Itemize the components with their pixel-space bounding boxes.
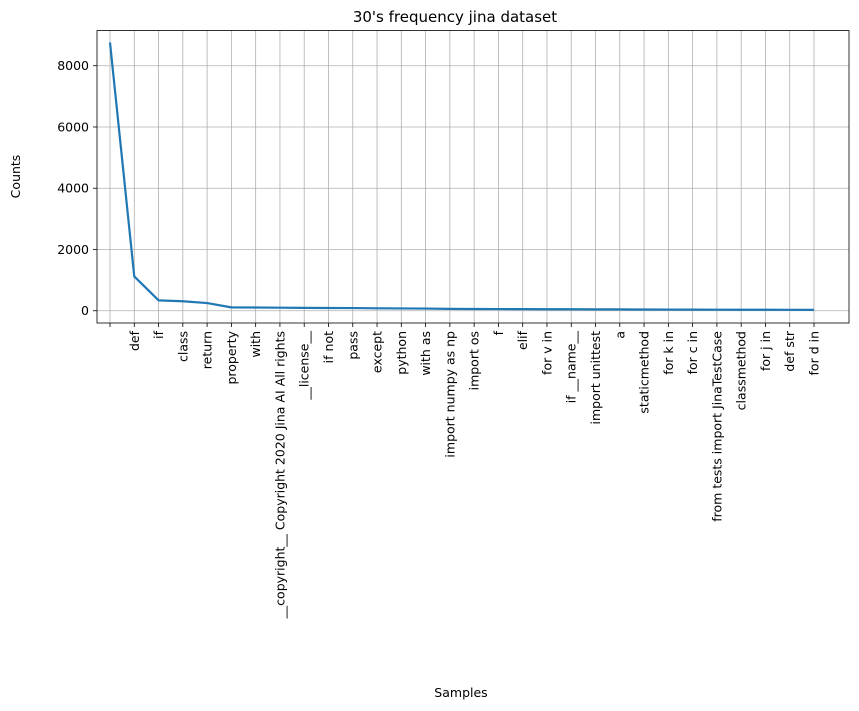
data-point xyxy=(473,308,475,310)
x-tick-label: for j in xyxy=(758,331,773,371)
data-point xyxy=(400,307,402,309)
x-tick-label: __copyright__ Copyright 2020 Jina AI All… xyxy=(272,331,287,619)
x-tick-label: def str xyxy=(782,330,797,371)
x-tick-label: with as xyxy=(418,331,433,376)
y-tick-label: 2000 xyxy=(57,242,89,257)
x-tick-label: for k in xyxy=(661,331,676,375)
data-point xyxy=(206,302,208,304)
data-point xyxy=(667,309,669,311)
x-tick-label: if not xyxy=(321,331,336,363)
y-axis-label: Counts xyxy=(8,155,23,199)
data-point xyxy=(425,308,427,310)
x-tick-label: if __name__ xyxy=(564,330,579,403)
x-tick-label: def xyxy=(127,330,142,351)
data-point xyxy=(182,300,184,302)
data-point xyxy=(643,309,645,311)
x-tick-label: property xyxy=(224,330,239,384)
x-tick-label: class xyxy=(175,331,190,362)
y-tick-label: 4000 xyxy=(57,181,89,196)
x-tick-label: for d in xyxy=(807,331,822,375)
x-tick-label: import unittest xyxy=(588,331,603,425)
data-point xyxy=(789,309,791,311)
data-point xyxy=(497,308,499,310)
y-tick-label: 0 xyxy=(81,303,89,318)
x-tick-label: pass xyxy=(345,331,360,360)
data-point xyxy=(158,299,160,301)
x-tick-label: import numpy as np xyxy=(442,331,457,458)
data-point xyxy=(522,308,524,310)
data-point xyxy=(449,308,451,310)
data-point xyxy=(619,308,621,310)
data-point xyxy=(546,308,548,310)
chart-title: 30's frequency jina dataset xyxy=(353,8,557,26)
y-tick-label: 6000 xyxy=(57,119,89,134)
data-point xyxy=(133,275,135,277)
data-point xyxy=(813,309,815,311)
data-point xyxy=(109,41,111,43)
x-tick-label: f xyxy=(491,330,506,335)
x-tick-label: for c in xyxy=(685,331,700,374)
x-tick-label: staticmethod xyxy=(637,331,652,414)
x-tick-label: return xyxy=(200,331,215,369)
x-tick-label: a xyxy=(612,331,627,339)
data-point xyxy=(716,309,718,311)
y-tick-label: 8000 xyxy=(57,58,89,73)
data-point xyxy=(327,307,329,309)
x-tick-label: with xyxy=(248,331,263,358)
plot-frame xyxy=(96,30,850,324)
x-tick-label: classmethod xyxy=(734,331,749,410)
x-tick-label: import os xyxy=(467,331,482,390)
x-axis: def if class return property with __copyright_… xyxy=(109,323,822,619)
x-tick-label: if xyxy=(151,330,166,338)
data-point xyxy=(595,308,597,310)
data-point xyxy=(255,307,257,309)
x-tick-label: elif xyxy=(515,330,530,350)
data-point xyxy=(764,309,766,311)
data-point xyxy=(303,307,305,309)
y-axis: 0 2000 4000 6000 8000 xyxy=(57,58,97,318)
data-point xyxy=(230,306,232,308)
data-point xyxy=(570,308,572,310)
data-point xyxy=(692,309,694,311)
plot-area xyxy=(108,41,815,311)
x-tick-label: __license__ xyxy=(297,330,312,400)
data-point xyxy=(740,309,742,311)
x-tick-label: except xyxy=(370,331,385,373)
x-axis-label: Samples xyxy=(434,685,487,700)
data-point xyxy=(279,307,281,309)
x-tick-label: python xyxy=(394,331,409,375)
data-point xyxy=(352,307,354,309)
x-tick-label: for v in xyxy=(539,331,554,375)
grid xyxy=(97,30,849,323)
data-point xyxy=(376,307,378,309)
x-tick-label: from tests import JinaTestCase xyxy=(709,331,724,522)
series-line xyxy=(108,42,815,311)
